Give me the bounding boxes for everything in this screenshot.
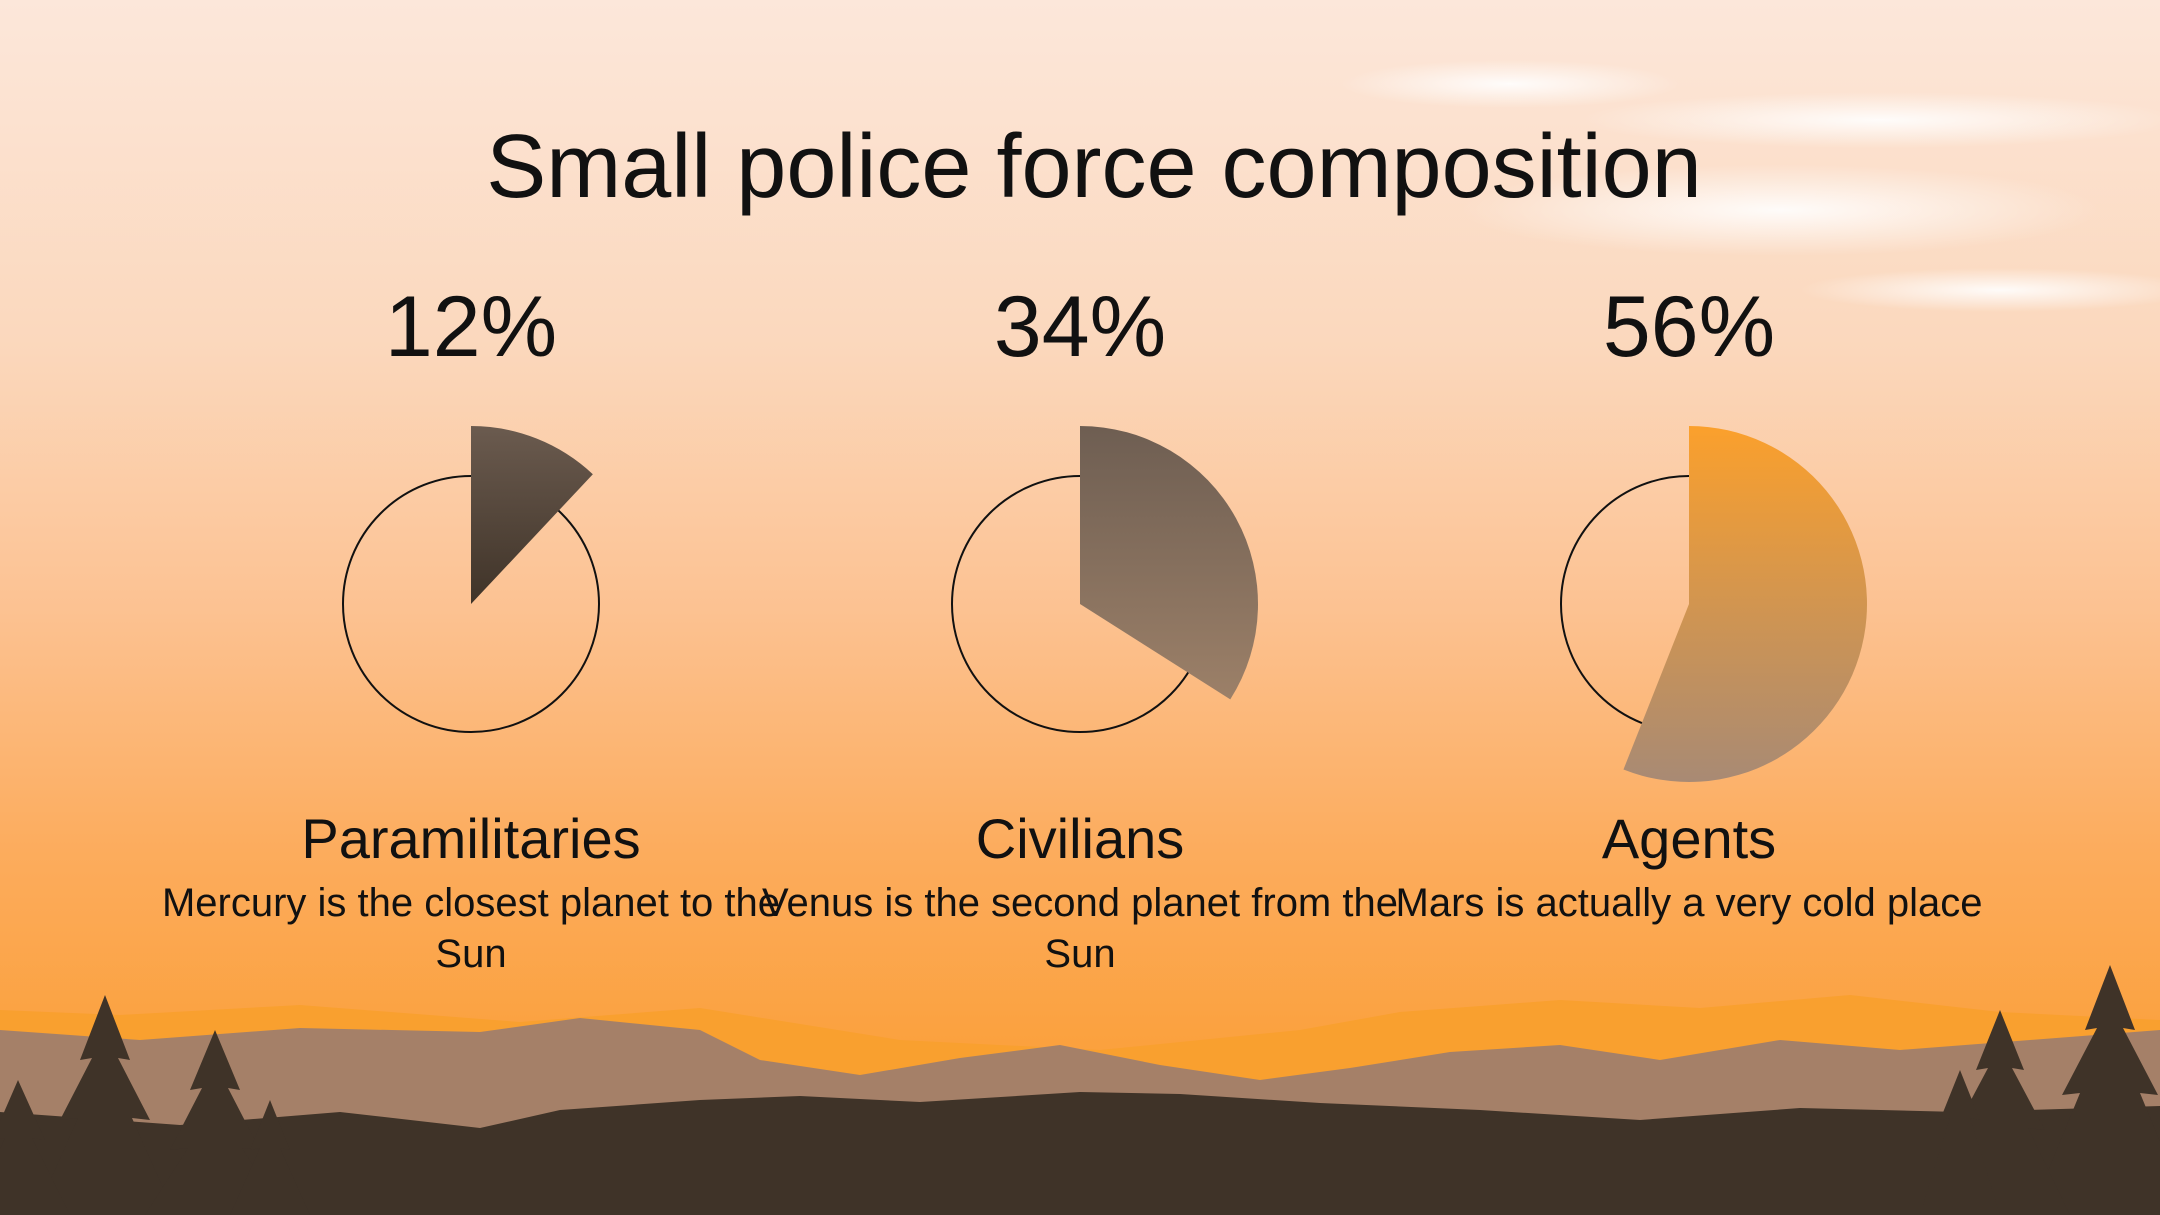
category-description: Mercury is the closest planet to the Sun	[161, 880, 781, 976]
pie-chart-paramilitaries	[342, 426, 600, 733]
category-label: Agents	[1601, 807, 1777, 870]
pie-chart-agents	[1560, 426, 1867, 782]
chart-item-paramilitaries: 12% Paramilitaries Mercury is the closes…	[151, 270, 791, 980]
pie-slice-agents	[1623, 426, 1867, 782]
pie-slice-paramilitaries	[471, 426, 593, 604]
chart-item-agents: 56% Agents Mars is actually a very cold …	[1369, 270, 2009, 929]
pie-slice-civilians	[1080, 426, 1259, 700]
percent-label: 56%	[1602, 279, 1776, 375]
near-mountains	[0, 1092, 2160, 1215]
pie-chart-civilians	[951, 426, 1259, 733]
pine-trees-left	[0, 995, 310, 1215]
pine-trees-right	[1920, 965, 2160, 1215]
category-description: Venus is the second planet from the Sun	[762, 880, 1398, 976]
percent-label: 34%	[993, 279, 1167, 375]
clouds	[1340, 60, 2160, 312]
slide-title: Small police force composition	[486, 117, 1702, 217]
chart-item-civilians: 34% Civilians Venus is the second planet…	[760, 270, 1400, 980]
category-label: Paramilitaries	[301, 807, 641, 870]
category-label: Civilians	[975, 807, 1185, 870]
percent-label: 12%	[384, 279, 558, 375]
category-description: Mars is actually a very cold place	[1395, 880, 1983, 925]
